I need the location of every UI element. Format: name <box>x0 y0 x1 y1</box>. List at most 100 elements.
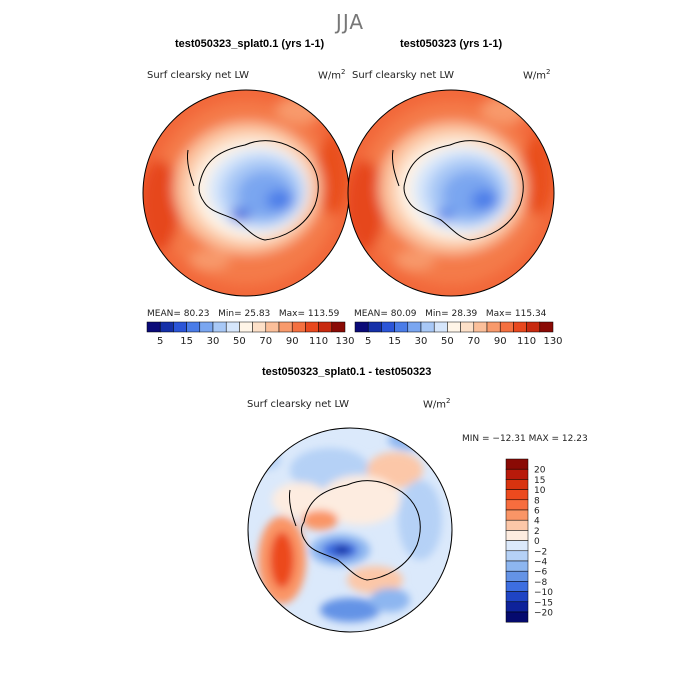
right-colorbar-swatch <box>499 321 514 333</box>
right-colorbar-tick-label: 90 <box>494 336 507 347</box>
diff-field-label: Surf clearsky net LW <box>247 399 350 410</box>
left-colorbar-tick-label: 90 <box>286 336 299 347</box>
diff-colorbar-swatch <box>505 468 529 480</box>
left-colorbar-tick-label: 30 <box>207 336 220 347</box>
left-colorbar-swatch <box>212 321 227 333</box>
diff-colorbar-tick-label: 20 <box>534 466 546 476</box>
right-colorbar-swatch <box>394 321 409 333</box>
left-units-base: W/m <box>318 70 341 82</box>
right-colorbar-swatch <box>433 321 448 333</box>
right-colorbar-swatch <box>407 321 422 333</box>
diff-colorbar-tick-label: −8 <box>534 578 548 588</box>
left-colorbar-swatch <box>318 321 333 333</box>
left-colorbar-swatch <box>305 321 319 333</box>
left-stats: MEAN= 80.23 Min= 25.83 Max= 113.59 <box>147 309 339 319</box>
left-colorbar-tick-label: 70 <box>259 336 272 347</box>
right-colorbar-tick-label: 50 <box>441 336 454 347</box>
diff-colorbar-swatch <box>505 560 529 572</box>
right-colorbar-swatch <box>539 321 554 333</box>
left-colorbar-swatch <box>291 321 306 333</box>
right-colorbar-swatch <box>473 321 488 333</box>
left-colorbar-swatch <box>225 321 240 333</box>
right-colorbar-swatch <box>526 321 541 333</box>
right-polar-map <box>347 89 555 297</box>
left-colorbar-tick-label: 5 <box>157 336 163 347</box>
diff-colorbar-swatch <box>505 519 529 531</box>
diff-colorbar-tick-label: −2 <box>534 547 547 557</box>
diff-colorbar-swatch <box>505 458 529 470</box>
right-colorbar: 5 15 30 50 70 90 110 130 <box>354 321 563 347</box>
diff-colorbar-tick-label: 2 <box>534 527 540 537</box>
diff-minmax: MIN = −12.31 MAX = 12.23 <box>462 434 588 444</box>
diff-units: W/m2 <box>423 397 450 410</box>
left-polar-map <box>142 89 350 297</box>
diff-colorbar-swatch <box>505 530 529 541</box>
left-panel-title: test050323_splat0.1 (yrs 1-1) <box>175 38 325 50</box>
right-mean-label: MEAN= <box>354 309 388 319</box>
diff-colorbar-tick-label: −15 <box>534 598 553 608</box>
right-colorbar-swatch <box>420 321 435 333</box>
right-panel-title: test050323 (yrs 1-1) <box>400 38 503 50</box>
left-max-value: 113.59 <box>307 309 340 319</box>
right-units: W/m2 <box>523 68 550 81</box>
diff-units-base: W/m <box>423 399 446 411</box>
diff-colorbar-tick-label: −10 <box>534 588 553 598</box>
left-colorbar-swatch <box>173 321 187 333</box>
right-colorbar-swatch <box>486 321 501 333</box>
left-colorbar-swatch <box>239 321 253 333</box>
left-colorbar-tick-label: 130 <box>335 336 354 347</box>
diff-colorbar-tick-label: 8 <box>534 496 540 506</box>
left-colorbar-tick-label: 50 <box>233 336 246 347</box>
diff-colorbar-tick-label: 4 <box>534 517 540 527</box>
right-min-label: Min= <box>425 309 449 319</box>
diff-colorbar-tick-label: 10 <box>534 486 546 496</box>
diff-colorbar-swatch <box>505 591 529 603</box>
left-mean-value: 80.23 <box>183 309 210 319</box>
left-mean-label: MEAN= <box>147 309 181 319</box>
right-min-value: 28.39 <box>451 309 478 319</box>
right-colorbar-tick-label: 5 <box>365 336 371 347</box>
left-min-label: Min= <box>218 309 242 319</box>
right-colorbar-swatch <box>460 321 475 333</box>
left-colorbar-swatch <box>199 321 214 333</box>
left-colorbar-swatch <box>159 321 174 333</box>
left-colorbar-tick-label: 15 <box>180 336 193 347</box>
left-units-exp: 2 <box>341 68 346 76</box>
left-min-value: 25.83 <box>244 309 271 319</box>
right-colorbar-tick-label: 70 <box>467 336 480 347</box>
right-colorbar-swatch <box>354 321 369 333</box>
left-colorbar-swatch <box>265 321 280 333</box>
diff-colorbar-swatch <box>505 581 529 592</box>
diff-colorbar-tick-label: −20 <box>534 609 553 619</box>
right-units-exp: 2 <box>546 68 551 76</box>
diff-colorbar-tick-label: −4 <box>534 558 548 568</box>
left-field-label: Surf clearsky net LW <box>147 70 250 81</box>
left-colorbar-swatch <box>278 321 293 333</box>
right-mean-value: 80.09 <box>390 309 417 319</box>
right-colorbar-tick-label: 110 <box>517 336 536 347</box>
season-title: JJA <box>335 10 365 34</box>
left-colorbar-swatch <box>186 321 201 333</box>
left-colorbar-tick-label: 110 <box>309 336 328 347</box>
diff-colorbar-tick-label: −6 <box>534 568 548 578</box>
diff-colorbar-tick-label: 15 <box>534 476 545 486</box>
diff-colorbar-swatch <box>505 489 529 501</box>
diff-colorbar-swatch <box>505 509 529 521</box>
right-colorbar-swatch <box>447 321 461 333</box>
left-colorbar: 5 15 30 50 70 90 110 130 <box>146 321 355 347</box>
diff-colorbar-swatch <box>505 479 529 490</box>
right-colorbar-swatch <box>367 321 382 333</box>
diff-colorbar-swatch <box>505 550 529 562</box>
right-field-label: Surf clearsky net LW <box>352 70 455 81</box>
right-colorbar-tick-label: 130 <box>543 336 562 347</box>
diff-panel-title: test050323_splat0.1 - test050323 <box>262 366 432 378</box>
diff-polar-map <box>247 427 453 633</box>
diff-units-exp: 2 <box>446 397 451 405</box>
right-colorbar-swatch <box>381 321 395 333</box>
right-colorbar-swatch <box>513 321 527 333</box>
diff-colorbar-tick-label: 0 <box>534 537 540 547</box>
left-max-label: Max= <box>278 309 306 319</box>
diff-colorbar-tick-label: 6 <box>534 507 540 517</box>
